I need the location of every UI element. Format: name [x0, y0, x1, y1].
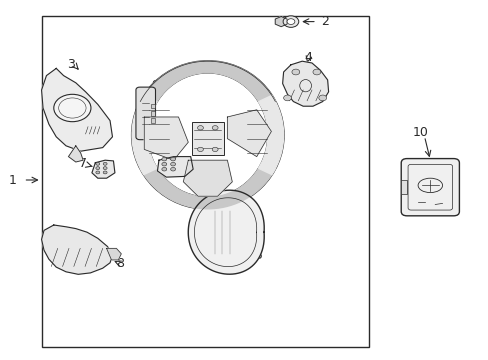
Ellipse shape [132, 61, 283, 209]
Circle shape [286, 19, 294, 24]
Text: 4: 4 [304, 51, 311, 64]
Polygon shape [188, 190, 264, 274]
Circle shape [103, 162, 107, 165]
Text: 10: 10 [412, 126, 427, 139]
Circle shape [96, 162, 100, 165]
Circle shape [96, 167, 100, 170]
Ellipse shape [147, 73, 267, 197]
Polygon shape [275, 17, 286, 27]
Text: 9: 9 [151, 79, 159, 92]
Polygon shape [282, 61, 328, 106]
Polygon shape [144, 117, 188, 160]
Polygon shape [41, 225, 112, 274]
Circle shape [54, 94, 91, 122]
Text: 7: 7 [79, 157, 87, 170]
Text: 6: 6 [177, 144, 184, 157]
Bar [150, 104, 154, 108]
Circle shape [162, 167, 166, 171]
Circle shape [212, 126, 218, 130]
Polygon shape [140, 61, 275, 107]
Polygon shape [92, 160, 115, 178]
Circle shape [103, 167, 107, 170]
Bar [41, 16, 368, 347]
Text: 2: 2 [321, 15, 328, 28]
Polygon shape [106, 248, 121, 260]
Circle shape [103, 171, 107, 174]
Polygon shape [140, 163, 275, 209]
Circle shape [283, 16, 298, 27]
Polygon shape [258, 95, 283, 175]
Polygon shape [132, 95, 157, 175]
FancyBboxPatch shape [400, 159, 459, 216]
Circle shape [197, 147, 203, 152]
Circle shape [283, 95, 291, 101]
Circle shape [197, 126, 203, 130]
Bar [150, 111, 154, 116]
Polygon shape [68, 146, 83, 162]
Polygon shape [227, 110, 271, 157]
Circle shape [170, 167, 175, 171]
Bar [150, 118, 154, 123]
Circle shape [212, 147, 218, 152]
Text: 3: 3 [67, 58, 75, 71]
FancyBboxPatch shape [136, 87, 155, 140]
Circle shape [318, 95, 326, 101]
Circle shape [162, 157, 166, 161]
Bar [400, 180, 406, 194]
Polygon shape [157, 157, 193, 177]
Circle shape [162, 162, 166, 166]
Text: 5: 5 [255, 249, 263, 262]
Circle shape [291, 69, 299, 75]
Circle shape [312, 69, 320, 75]
Circle shape [170, 157, 175, 161]
Text: 8: 8 [116, 257, 123, 270]
Bar [191, 122, 223, 155]
Circle shape [96, 171, 100, 174]
Polygon shape [183, 160, 232, 196]
Polygon shape [41, 68, 112, 151]
Circle shape [170, 162, 175, 166]
Text: 1: 1 [8, 174, 16, 186]
